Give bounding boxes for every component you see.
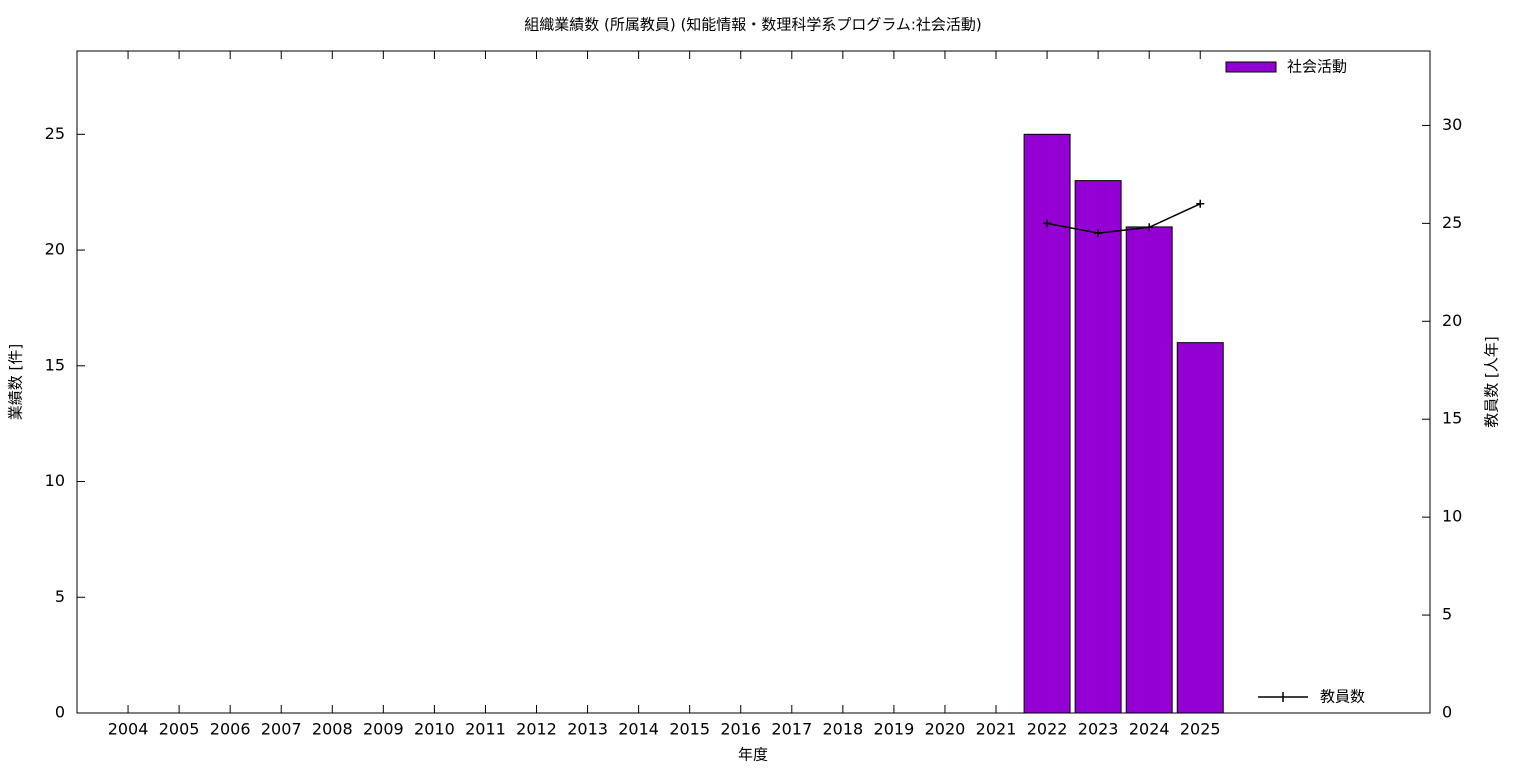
x-tick-label: 2025 xyxy=(1180,720,1221,739)
x-tick-label: 2010 xyxy=(414,720,455,739)
x-tick-label: 2022 xyxy=(1027,720,1068,739)
point xyxy=(1043,219,1052,228)
y-tick-label: 15 xyxy=(45,355,65,374)
y2-tick-label: 5 xyxy=(1442,605,1452,624)
x-tick-label: 2004 xyxy=(108,720,149,739)
x-tick-label: 2019 xyxy=(874,720,915,739)
y2-tick-label: 20 xyxy=(1442,311,1462,330)
x-tick-label: 2024 xyxy=(1129,720,1170,739)
x-tick-label: 2013 xyxy=(567,720,608,739)
y2-tick-label: 0 xyxy=(1442,703,1452,722)
legend-label: 教員数 xyxy=(1320,688,1365,706)
y-tick-label: 20 xyxy=(45,240,65,259)
x-tick-label: 2012 xyxy=(516,720,557,739)
line xyxy=(1046,203,1201,234)
x-tick-label: 2014 xyxy=(618,720,659,739)
x-tick-label: 2017 xyxy=(771,720,812,739)
x-tick-label: 2020 xyxy=(925,720,966,739)
point xyxy=(1196,199,1205,208)
bar xyxy=(1176,342,1224,714)
x-tick-label: 2021 xyxy=(976,720,1017,739)
x-tick-label: 2015 xyxy=(669,720,710,739)
y2-tick-label: 25 xyxy=(1442,213,1462,232)
x-tick-label: 2008 xyxy=(312,720,353,739)
x-axis-label: 年度 xyxy=(738,746,768,764)
x-tick-label: 2016 xyxy=(720,720,761,739)
y-axis-label: 業績数 [件] xyxy=(7,344,25,420)
x-tick-label: 2009 xyxy=(363,720,404,739)
point xyxy=(1145,223,1154,232)
bar xyxy=(1023,133,1071,714)
y2-tick-label: 15 xyxy=(1442,409,1462,428)
x-tick-label: 2018 xyxy=(822,720,863,739)
bar xyxy=(1074,180,1122,714)
x-tick-label: 2007 xyxy=(261,720,302,739)
x-tick-label: 2006 xyxy=(210,720,251,739)
legend-label: 社会活動 xyxy=(1287,58,1347,76)
chart-title: 組織業績数 (所属教員) (知能情報・数理科学系プログラム:社会活動) xyxy=(524,16,982,34)
x-tick-label: 2011 xyxy=(465,720,506,739)
x-tick-label: 2023 xyxy=(1078,720,1119,739)
y-tick-label: 25 xyxy=(45,124,65,143)
point xyxy=(1094,229,1103,238)
y2-tick-label: 30 xyxy=(1442,115,1462,134)
y-tick-label: 10 xyxy=(45,471,65,490)
bar xyxy=(1125,226,1173,714)
plot-frame xyxy=(76,50,1431,714)
y2-tick-label: 10 xyxy=(1442,507,1462,526)
legend-swatch xyxy=(1258,692,1308,702)
y-tick-label: 0 xyxy=(55,703,65,722)
x-tick-label: 2005 xyxy=(159,720,200,739)
legend-swatch xyxy=(1225,61,1277,73)
y2-axis-label: 教員数 [人年] xyxy=(1483,336,1501,427)
y-tick-label: 5 xyxy=(55,587,65,606)
